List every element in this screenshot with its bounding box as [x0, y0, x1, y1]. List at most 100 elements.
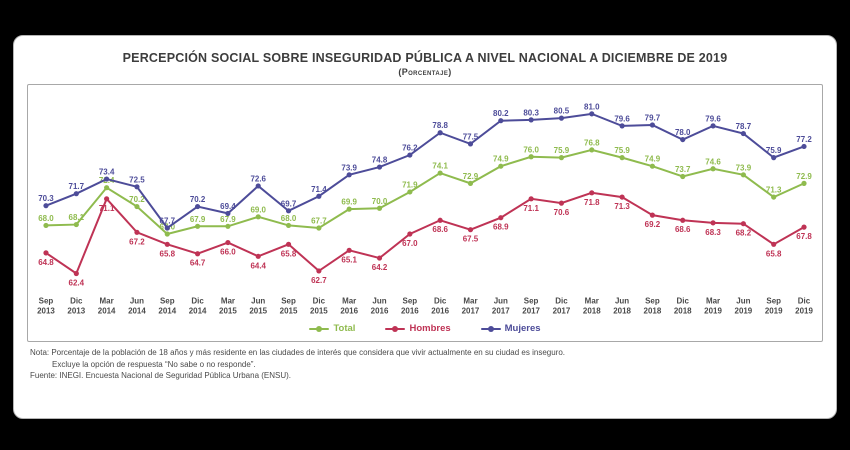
legend-label-hombres: Hombres — [409, 323, 451, 335]
legend-item-mujeres: Mujeres — [480, 323, 541, 335]
data-point-marker — [376, 205, 383, 211]
data-point-marker — [558, 155, 565, 161]
footnote-nota-2: Excluye la opción de respuesta “No sabe … — [52, 359, 256, 369]
data-point-label: 72.9 — [796, 172, 812, 181]
x-axis-tick-label: Sep 2013 — [37, 296, 55, 315]
data-point-label: 80.3 — [523, 108, 539, 117]
data-point-marker — [649, 163, 656, 169]
x-axis-tick-label: Dic 2016 — [431, 296, 449, 315]
data-point-marker — [528, 196, 534, 202]
page-title: PERCEPCIÓN SOCIAL SOBRE INSEGURIDAD PÚBL… — [122, 51, 728, 65]
data-point-label: 67.9 — [190, 215, 206, 224]
x-axis-tick-label: Sep 2014 — [158, 296, 176, 315]
data-point-label: 72.6 — [250, 174, 266, 183]
data-point-marker — [316, 193, 322, 199]
x-axis-tick-label: Jun 2014 — [128, 296, 146, 315]
total-line-icon — [309, 325, 330, 332]
data-point-label: 62.4 — [69, 278, 85, 287]
data-point-marker — [194, 223, 201, 229]
data-point-label: 76.8 — [584, 138, 600, 147]
data-point-marker — [104, 196, 110, 202]
legend-item-total: Total — [309, 323, 355, 334]
data-point-marker — [43, 203, 49, 209]
data-point-label: 70.3 — [38, 194, 54, 203]
legend-label-mujeres: Mujeres — [504, 323, 541, 335]
data-point-label: 68.1 — [69, 213, 85, 222]
data-point-label: 67.9 — [220, 215, 236, 224]
x-axis-tick-label: Mar 2014 — [98, 296, 116, 315]
data-point-label: 68.0 — [38, 214, 54, 223]
data-point-marker — [134, 184, 140, 190]
data-point-label: 78.0 — [675, 128, 691, 137]
data-point-label: 74.6 — [705, 157, 721, 166]
data-point-marker — [710, 166, 716, 172]
data-point-marker — [194, 203, 201, 210]
data-point-label: 67.5 — [463, 235, 479, 244]
data-point-label: 74.9 — [493, 155, 509, 164]
series-line-mujeres — [45, 112, 805, 230]
data-point-marker — [619, 123, 625, 129]
data-point-label: 75.9 — [614, 146, 630, 155]
data-point-marker — [43, 222, 49, 229]
data-point-marker — [43, 250, 49, 256]
data-point-marker — [255, 183, 261, 189]
data-point-label: 66.0 — [220, 248, 236, 257]
data-point-label: 74.8 — [372, 156, 388, 165]
data-point-marker — [164, 231, 170, 237]
x-axis-tick-label: Mar 2017 — [462, 296, 480, 315]
data-point-label: 81.0 — [584, 102, 600, 111]
data-point-marker — [680, 137, 686, 143]
data-point-marker — [73, 270, 79, 277]
data-point-label: 74.9 — [645, 155, 661, 164]
data-point-label: 69.9 — [341, 198, 357, 207]
data-point-label: 71.9 — [402, 180, 418, 189]
x-axis-tick-label: Dic 2019 — [795, 296, 813, 315]
data-point-label: 80.2 — [493, 109, 509, 118]
data-point-marker — [225, 239, 231, 246]
legend-label-total: Total — [333, 323, 356, 335]
data-point-marker — [467, 227, 474, 233]
mujeres-line-icon — [480, 325, 501, 332]
data-point-label: 65.8 — [160, 249, 176, 258]
data-point-marker — [407, 152, 413, 158]
data-point-label: 71.1 — [99, 204, 115, 213]
data-point-label: 80.5 — [554, 107, 570, 116]
data-point-label: 73.9 — [736, 163, 752, 172]
data-point-label: 70.6 — [554, 208, 570, 217]
data-point-label: 76.2 — [402, 144, 418, 153]
series-hombres: 64.8 62.4 71.1 67.2 65.8 64.7 66.0 64.4 65.8 62.7… — [38, 190, 812, 287]
report-card: PERCEPCIÓN SOCIAL SOBRE INSEGURIDAD PÚBL… — [13, 35, 837, 419]
data-point-label: 75.9 — [554, 146, 570, 155]
data-point-marker — [801, 180, 807, 186]
footnotes: Nota: Porcentaje de la población de 18 a… — [30, 347, 820, 381]
data-point-marker — [680, 217, 686, 223]
data-point-marker — [376, 164, 383, 170]
data-point-label: 67.2 — [129, 237, 145, 246]
data-point-label: 65.1 — [341, 255, 357, 264]
x-axis-tick-label: Sep 2018 — [644, 296, 662, 315]
x-axis-tick-label: Sep 2019 — [765, 296, 783, 315]
data-point-label: 73.7 — [675, 165, 691, 174]
data-point-label: 68.6 — [432, 225, 448, 234]
data-point-label: 79.6 — [614, 114, 630, 123]
data-point-marker — [740, 221, 746, 227]
data-point-label: 64.8 — [38, 258, 54, 267]
data-point-label: 67.7 — [311, 217, 327, 226]
data-point-marker — [771, 155, 777, 161]
legend-item-hombres: Hombres — [385, 323, 451, 335]
data-point-label: 77.2 — [796, 135, 812, 144]
data-point-marker — [225, 223, 231, 229]
data-point-label: 69.2 — [645, 220, 661, 229]
data-point-label: 69.0 — [250, 205, 266, 214]
data-point-label: 75.9 — [766, 146, 782, 155]
data-point-marker — [376, 255, 383, 261]
data-point-label: 67.0 — [402, 239, 418, 248]
data-point-marker — [134, 229, 140, 235]
series-line-hombres — [45, 191, 805, 276]
x-axis-tick-label: Jun 2018 — [613, 296, 631, 315]
data-point-label: 70.2 — [129, 195, 145, 204]
data-point-label: 68.2 — [736, 229, 752, 238]
data-point-marker — [649, 212, 656, 218]
data-point-label: 68.9 — [493, 223, 509, 232]
data-point-label: 71.7 — [69, 182, 85, 191]
